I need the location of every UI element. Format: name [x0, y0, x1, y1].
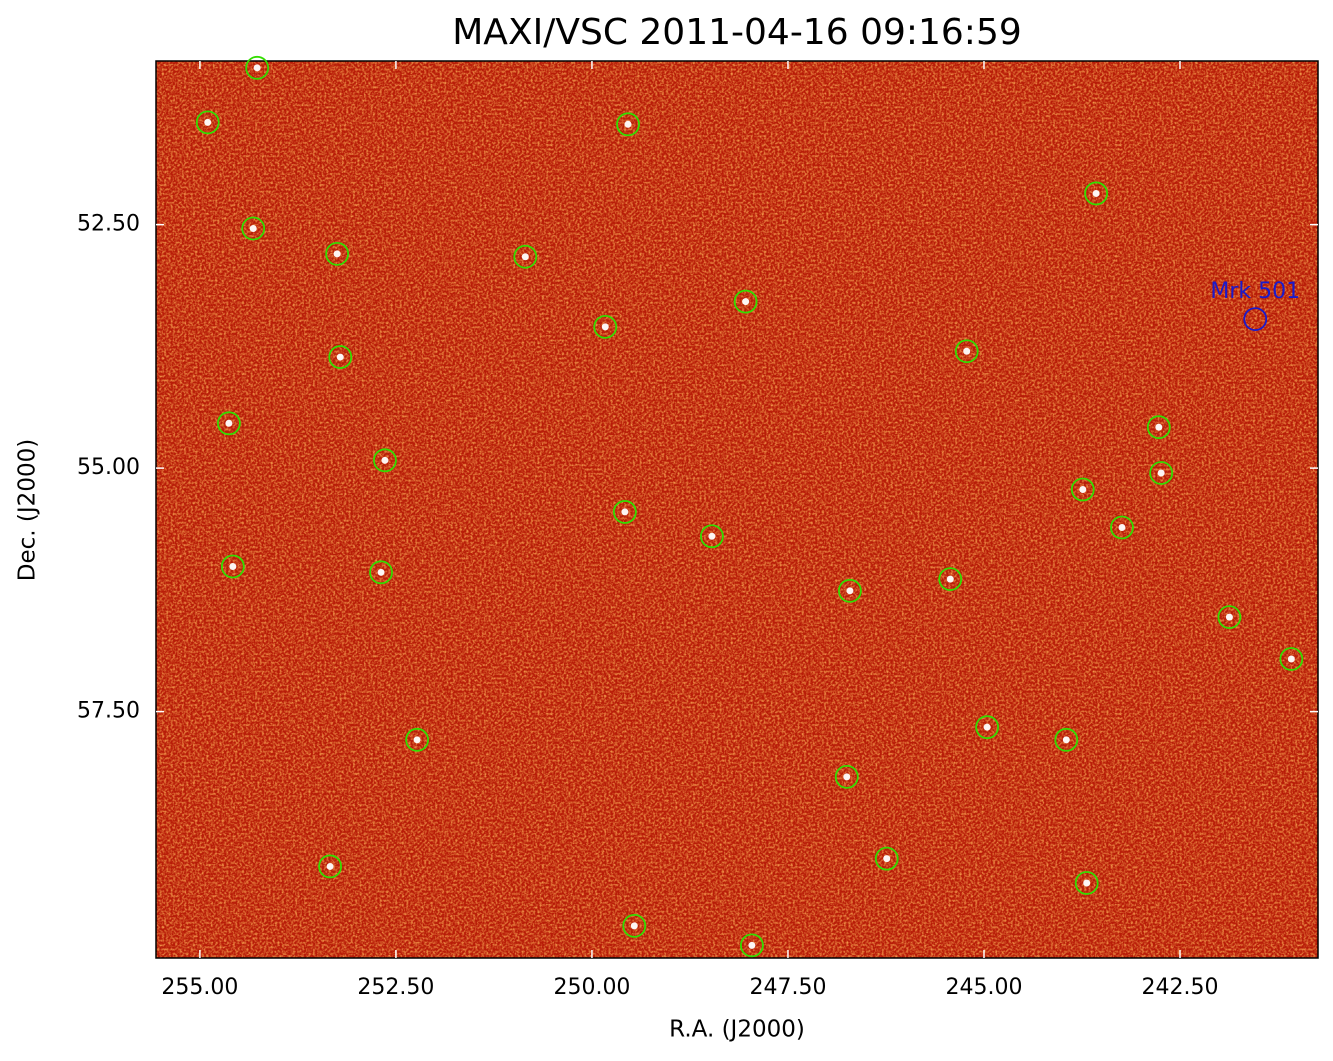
source-dot	[748, 941, 756, 949]
annotation-label: Mrk 501	[1210, 279, 1300, 304]
source-marker	[513, 244, 538, 269]
source-marker	[217, 411, 241, 436]
source-dot	[1118, 524, 1126, 532]
source-marker	[616, 112, 640, 137]
y-tick-label: 52.50	[77, 212, 140, 237]
y-axis-label: Dec. (J2000)	[15, 439, 41, 581]
source-marker	[1279, 647, 1304, 671]
source-marker	[1149, 461, 1174, 485]
x-axis-label: R.A. (J2000)	[669, 1017, 805, 1043]
source-marker	[220, 554, 245, 579]
source-marker	[739, 933, 764, 958]
source-dot	[883, 855, 891, 863]
image-noise	[156, 61, 1318, 958]
source-dot	[624, 120, 632, 128]
source-dot	[229, 562, 237, 570]
source-marker	[245, 55, 270, 80]
source-dot	[621, 508, 629, 516]
source-dot	[1079, 486, 1087, 494]
x-tick-label: 250.00	[553, 975, 630, 1000]
source-marker	[954, 339, 979, 364]
source-marker	[1054, 727, 1079, 752]
source-dot	[253, 64, 261, 72]
x-tick-label: 255.00	[161, 975, 238, 1000]
source-dot	[963, 347, 971, 355]
y-tick-label: 55.00	[77, 455, 140, 480]
source-marker	[874, 846, 899, 871]
source-marker	[938, 567, 963, 592]
source-marker	[1110, 515, 1134, 540]
source-dot	[843, 773, 851, 781]
source-marker	[1146, 415, 1171, 440]
source-marker	[838, 578, 862, 603]
source-marker	[1074, 871, 1099, 895]
source-dot	[204, 118, 212, 126]
source-dot	[846, 587, 854, 595]
source-dot	[1287, 655, 1295, 663]
source-dot	[946, 575, 954, 583]
source-marker	[373, 448, 397, 473]
x-tick-label: 245.00	[945, 975, 1022, 1000]
source-marker	[700, 524, 724, 549]
y-tick-label: 57.50	[77, 699, 140, 724]
source-dot	[630, 922, 638, 930]
source-dot	[1083, 879, 1091, 887]
source-dot	[1157, 469, 1165, 477]
source-dot	[1155, 423, 1163, 431]
plot-frame	[155, 60, 1319, 959]
source-dot	[983, 723, 991, 731]
source-marker	[733, 289, 758, 314]
source-marker	[195, 110, 220, 135]
source-marker	[318, 854, 342, 879]
source-marker	[325, 241, 350, 266]
source-marker	[241, 216, 266, 241]
source-dot	[377, 568, 385, 576]
source-marker	[405, 727, 429, 752]
source-dot	[742, 298, 750, 306]
x-tick-label: 242.50	[1142, 975, 1219, 1000]
source-marker	[612, 500, 637, 524]
x-tick-label: 252.50	[357, 975, 434, 1000]
chart-title: MAXI/VSC 2011-04-16 09:16:59	[452, 12, 1022, 53]
source-marker	[622, 913, 647, 938]
source-dot	[521, 253, 529, 261]
source-dot	[336, 353, 344, 361]
source-marker	[1217, 605, 1242, 630]
source-dot	[413, 736, 421, 744]
annotation-marker	[1243, 307, 1268, 331]
source-dot	[601, 323, 609, 331]
source-marker	[1070, 477, 1095, 502]
source-marker	[975, 715, 1000, 740]
source-dot	[1092, 189, 1100, 197]
x-tick-label: 247.50	[749, 975, 826, 1000]
source-dot	[326, 862, 334, 870]
source-dot	[225, 419, 233, 427]
source-dot	[381, 456, 389, 464]
source-marker	[834, 764, 859, 789]
source-dot	[1062, 736, 1070, 744]
source-marker	[593, 314, 618, 339]
source-dot	[708, 532, 716, 540]
source-dot	[249, 225, 257, 233]
source-marker	[369, 560, 393, 585]
source-dot	[1225, 613, 1233, 621]
source-dot	[333, 250, 341, 258]
source-marker	[328, 345, 353, 369]
source-marker	[1084, 181, 1109, 206]
